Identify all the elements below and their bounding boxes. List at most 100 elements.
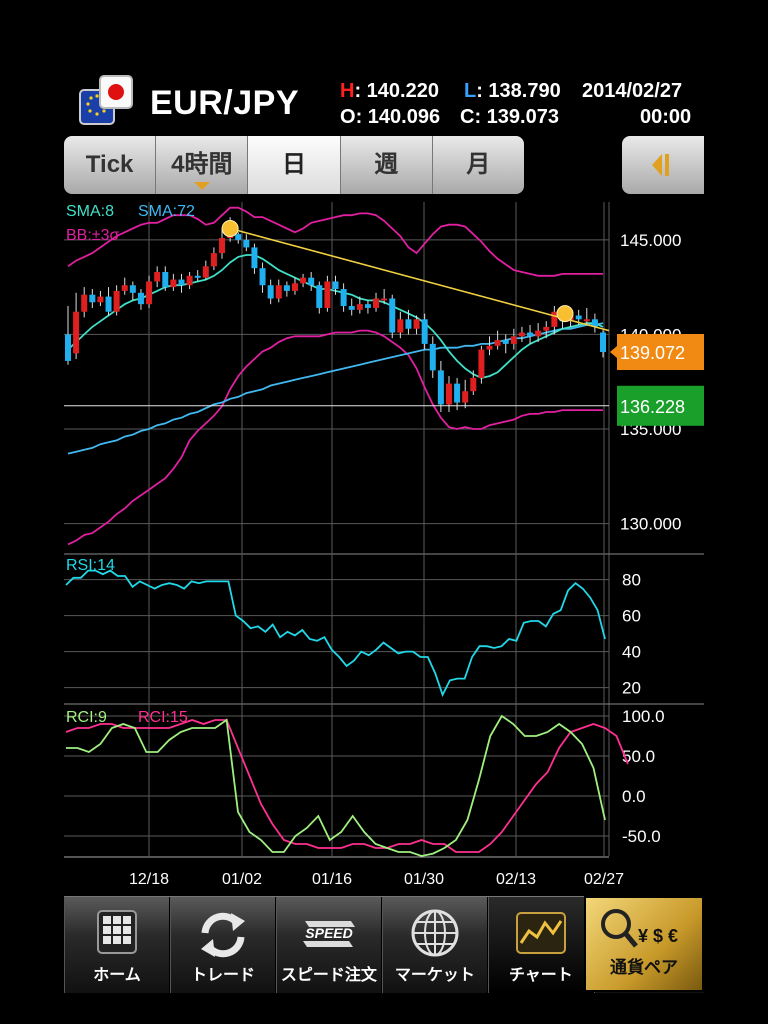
collapse-button[interactable] [622, 136, 704, 194]
nav-trade[interactable]: トレード [169, 897, 276, 993]
candle-body [478, 349, 485, 378]
candle-body [267, 285, 274, 299]
low-label: L [464, 80, 477, 102]
rci-tick-label: 50.0 [622, 747, 655, 766]
rci15-line [65, 719, 629, 853]
candle-body [73, 311, 80, 354]
candle-body [429, 343, 436, 371]
candle-body [170, 279, 177, 288]
sma72-line [67, 322, 604, 455]
candle-body [219, 237, 226, 254]
candle-body [543, 326, 550, 331]
close-label: C [460, 106, 475, 128]
candle-body [527, 332, 534, 337]
candle-body [178, 279, 185, 286]
chart-icon [515, 912, 566, 954]
date-tick-label: 02/13 [496, 871, 536, 888]
candle-body [121, 285, 128, 291]
candle-body [202, 266, 209, 278]
low-value: : 138.790 [476, 80, 561, 102]
candle-body [510, 336, 517, 344]
speed-icon: SPEED [302, 921, 355, 947]
nav-market[interactable]: マーケット [381, 897, 488, 993]
horizontal-line-price-tag [617, 385, 704, 426]
open-value: : 140.096 [355, 106, 441, 128]
nav-currency-pair[interactable]: ¥ $ € 通貨ペア [584, 896, 704, 992]
left-margin [0, 0, 64, 1024]
rci-tick-label: 0.0 [622, 787, 646, 806]
chart-area[interactable]: 145.000140.000135.000130.000136.228139.0… [64, 196, 704, 896]
rsi-legend: RSI:14 [66, 557, 115, 574]
nav-currency-pair-label: 通貨ペア [610, 958, 678, 977]
candle-body [235, 234, 242, 240]
chart-svg[interactable]: 145.000140.000135.000130.000136.228139.0… [64, 196, 704, 896]
bb-upper-line [67, 206, 603, 277]
rsi-tick-label: 80 [622, 571, 641, 590]
candle-body [389, 298, 396, 333]
candle-body [275, 285, 282, 299]
candle-body [340, 289, 347, 307]
tab-week-label: 週 [374, 151, 399, 178]
tab-month[interactable]: 月 [433, 136, 524, 194]
rsi-tick-label: 40 [622, 643, 641, 662]
nav-speed-order-label: スピード注文 [280, 967, 377, 984]
candle-body [551, 311, 558, 327]
date-tick-label: 01/02 [222, 871, 262, 888]
sma72-legend: SMA:72 [138, 203, 195, 220]
candle-body [186, 275, 193, 286]
candle-body [535, 330, 542, 337]
candle-body [97, 296, 104, 303]
candle-body [243, 239, 250, 248]
rci-tick-label: 100.0 [622, 707, 665, 726]
quote-time: 00:00 [640, 106, 692, 128]
candle-body [486, 345, 493, 350]
candle-body [65, 334, 71, 361]
dropdown-caret-icon [193, 182, 210, 190]
nav-home[interactable]: ホーム [64, 897, 170, 993]
tab-day[interactable]: 日 [248, 136, 341, 194]
candle-body [251, 247, 258, 269]
bb-legend: BB:±3σ [66, 227, 119, 244]
current-price-tag-pointer [610, 345, 617, 358]
high-price: H: 140.220 [340, 80, 439, 103]
price-tick-label: 130.000 [620, 515, 681, 534]
candle-body [381, 298, 388, 301]
nav-chart[interactable]: チャート [487, 897, 594, 993]
candle-body [356, 304, 363, 310]
open-price: O: 140.096 [340, 106, 440, 129]
rci9-line [66, 714, 606, 857]
nav-chart-label: チャート [508, 967, 573, 984]
currency-magnifier-icon: ¥ $ € [601, 909, 678, 948]
candle-body [300, 277, 307, 284]
candle-body [316, 285, 323, 308]
tab-tick[interactable]: Tick [64, 136, 157, 194]
horizontal-line-price-text: 136.228 [620, 397, 685, 417]
candle-body [81, 294, 88, 312]
candle-body [462, 391, 469, 403]
candle-body [445, 383, 452, 405]
candle-body [494, 340, 501, 346]
candle-body [470, 377, 477, 392]
tab-tick-label: Tick [85, 151, 134, 178]
tab-4hour[interactable]: 4時間 [156, 136, 249, 194]
open-label: O [340, 106, 356, 128]
date-tick-label: 01/16 [312, 871, 352, 888]
candle-body [348, 306, 355, 310]
bb-lower-line [67, 329, 603, 546]
period-tabs: Tick 4時間 日 週 月 [64, 136, 524, 194]
candle-body [437, 370, 444, 405]
trade-arrows-icon [200, 912, 245, 958]
tab-week[interactable]: 週 [341, 136, 433, 194]
candle-body [583, 319, 590, 322]
rsi-line [65, 569, 606, 698]
sma8-line [67, 254, 604, 379]
tab-4hour-label: 4時間 [171, 151, 233, 178]
speed-icon-text: SPEED [305, 925, 352, 941]
candle-body [502, 340, 509, 344]
globe-icon [411, 909, 459, 957]
nav-speed-order[interactable]: SPEED スピード注文 [275, 897, 382, 993]
price-tick-label: 145.000 [620, 231, 681, 250]
candle-body [332, 281, 339, 290]
tab-month-label: 月 [466, 151, 491, 178]
rsi-tick-label: 20 [622, 679, 641, 698]
